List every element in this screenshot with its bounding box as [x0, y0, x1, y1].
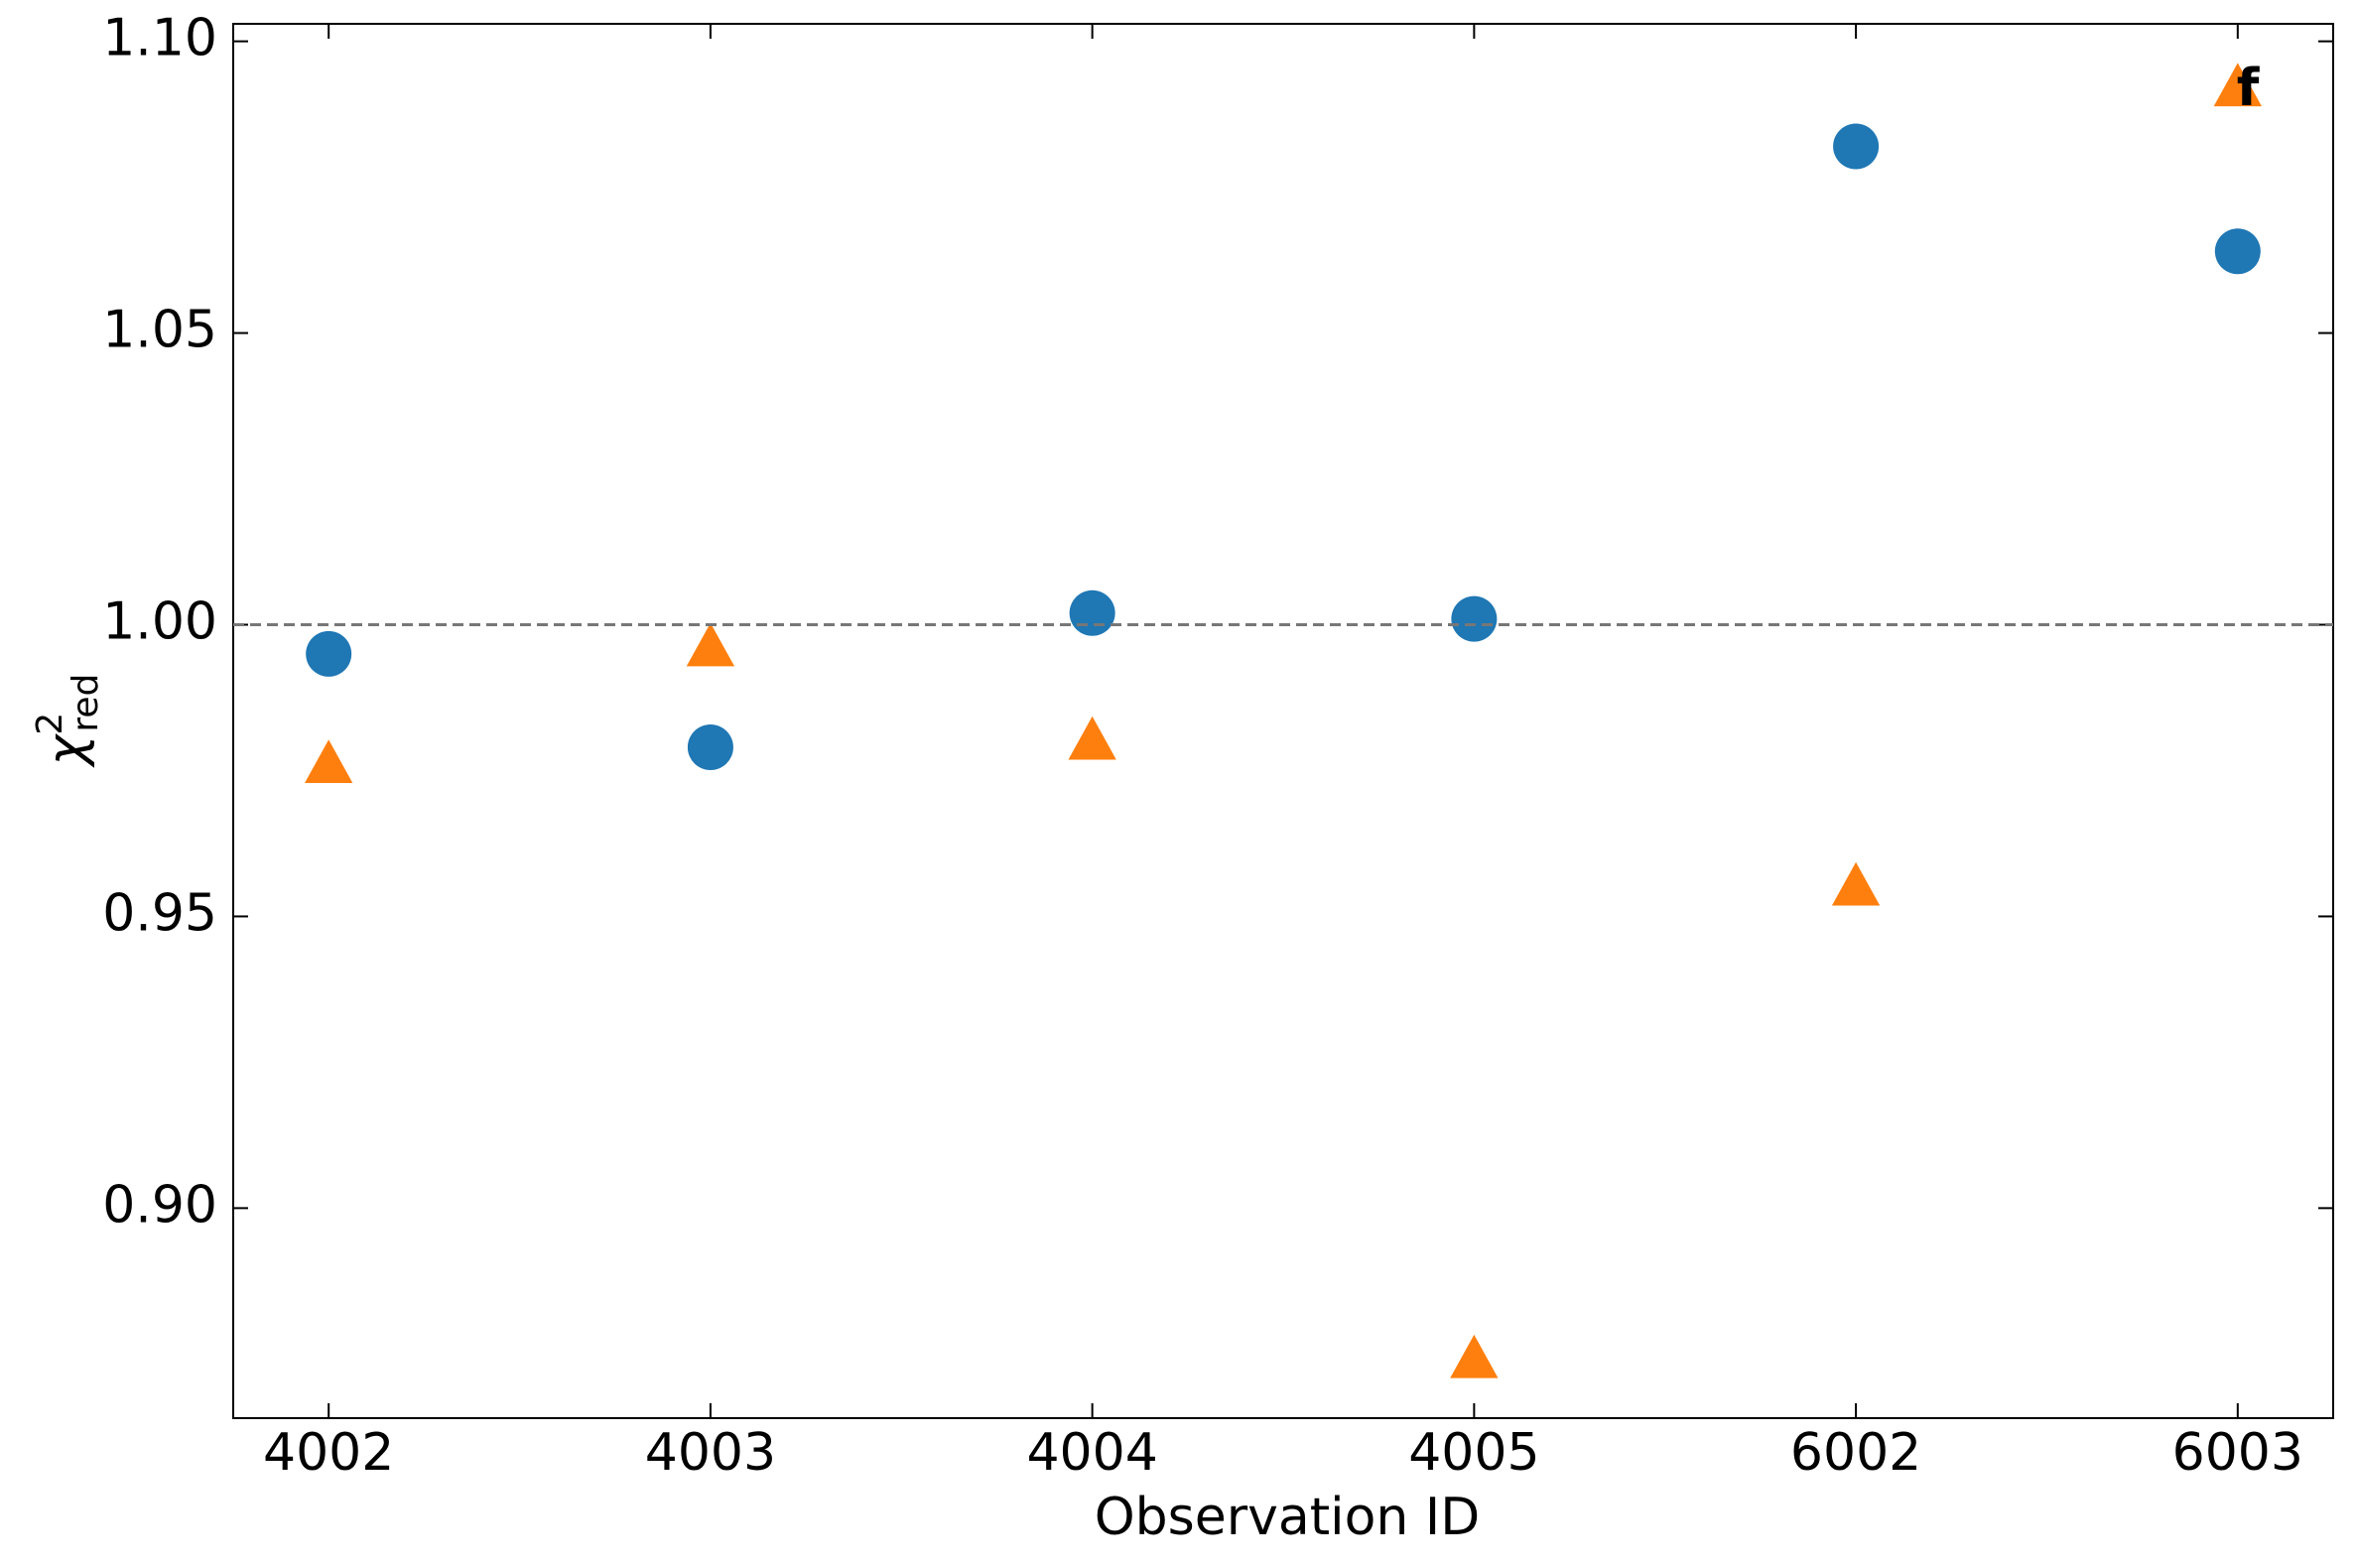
point — [306, 630, 352, 677]
y-axis-label: χ2red — [30, 674, 106, 769]
y-label-symbol: χ2red — [30, 674, 106, 769]
point — [1068, 716, 1116, 760]
point — [686, 622, 735, 667]
y-tick-label: 1.00 — [102, 592, 217, 652]
point — [1833, 123, 1880, 170]
plot-frame — [232, 23, 2334, 1419]
y-tick-label: 0.95 — [102, 883, 217, 943]
point — [305, 739, 353, 783]
y-label-sub: red — [65, 674, 106, 732]
x-axis-label: Observation ID — [1095, 1488, 1481, 1547]
panel-label: f — [2237, 59, 2261, 118]
x-tick-label: 4002 — [263, 1423, 394, 1483]
x-tick-label: 4005 — [1408, 1423, 1539, 1483]
x-tick-label: 6002 — [1790, 1423, 1921, 1483]
point — [1451, 595, 1498, 642]
y-tick-label: 1.05 — [102, 301, 217, 360]
y-tick-label: 0.90 — [102, 1175, 217, 1235]
point — [1831, 861, 1881, 906]
point — [2213, 63, 2262, 107]
point — [1450, 1334, 1499, 1378]
x-tick-label: 4004 — [1026, 1423, 1157, 1483]
y-label-symbol: χ — [37, 732, 96, 768]
y-tick-label: 1.10 — [102, 9, 217, 68]
point — [687, 723, 733, 770]
x-tick-label: 6003 — [2172, 1423, 2303, 1483]
y-label-sup: 2 — [30, 713, 70, 735]
x-tick-label: 4003 — [645, 1423, 776, 1483]
point — [1069, 589, 1115, 636]
point — [2214, 228, 2261, 275]
